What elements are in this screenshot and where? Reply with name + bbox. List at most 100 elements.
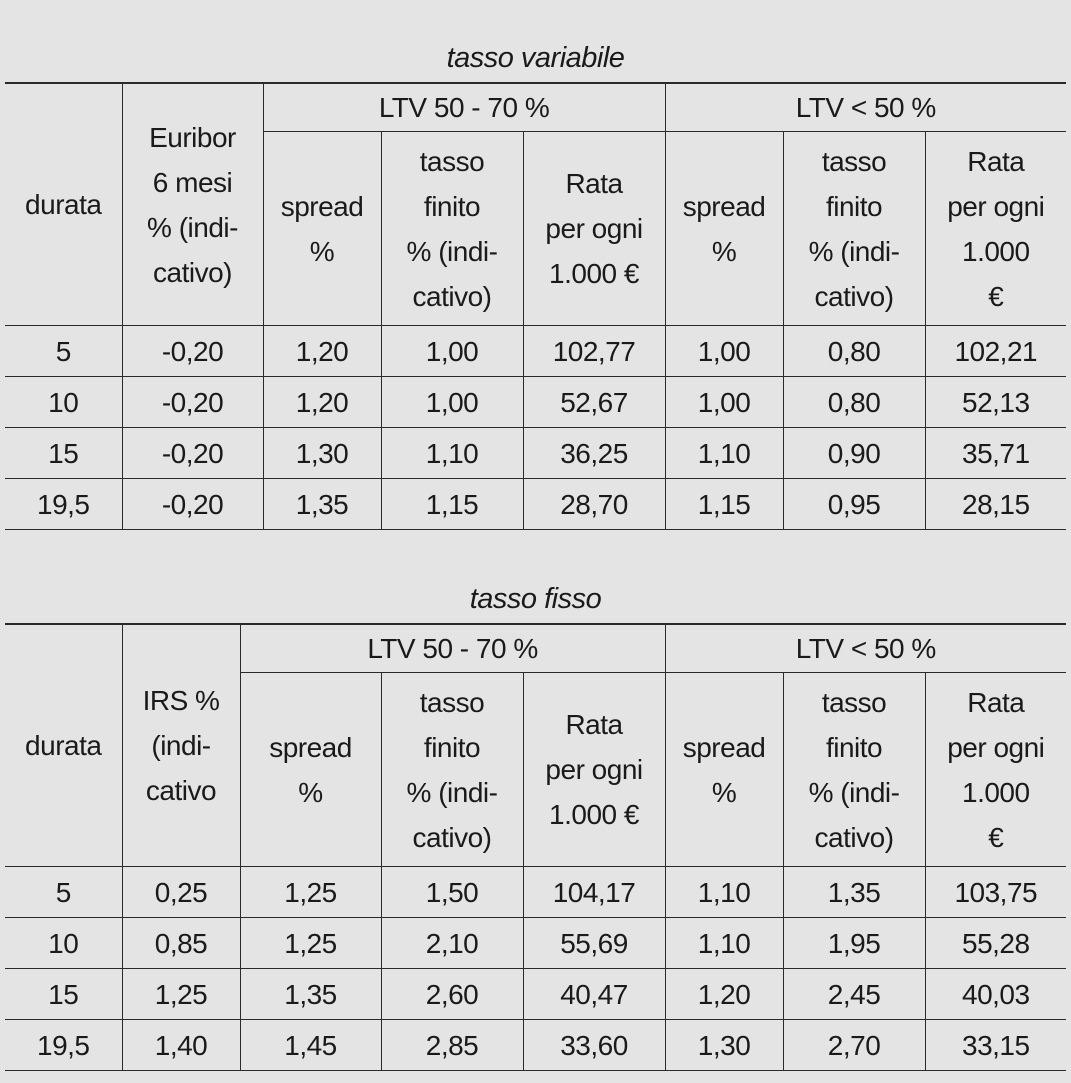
header-cell: spread %	[263, 131, 382, 326]
header-cell: spread %	[664, 131, 784, 326]
data-row: 15 -0,20 1,30 1,10 36,25 1,10 0,90 35,71	[5, 427, 1067, 479]
data-cell: -0,20	[121, 478, 264, 530]
data-cell: 1,10	[664, 917, 784, 969]
data-cell: 52,67	[522, 376, 666, 428]
data-cell: 2,10	[380, 917, 524, 969]
data-cell: 0,90	[782, 427, 926, 479]
header-cell: Euribor 6 mesi % (indi- cativo)	[121, 83, 264, 326]
header-cell: Rata per ogni 1.000 €	[522, 131, 666, 326]
data-cell: 1,35	[239, 968, 382, 1020]
data-cell: 1,95	[782, 917, 926, 969]
data-cell: 36,25	[522, 427, 666, 479]
data-cell: 1,00	[380, 325, 524, 377]
data-cell: 1,25	[121, 968, 241, 1020]
data-cell: 1,25	[239, 917, 382, 969]
data-cell: 0,85	[121, 917, 241, 969]
data-cell: 5	[5, 325, 123, 377]
table-body: durata IRS % (indi- cativo LTV 50 - 70 % LT…	[5, 624, 1067, 1071]
data-cell: 33,15	[924, 1019, 1067, 1071]
group-header-cell: LTV 50 - 70 %	[262, 83, 666, 132]
data-cell: 0,80	[782, 325, 926, 377]
data-cell: 15	[5, 427, 123, 479]
data-cell: 1,45	[239, 1019, 382, 1071]
data-cell: 1,30	[664, 1019, 784, 1071]
data-cell: 2,70	[782, 1019, 926, 1071]
header-cell: IRS % (indi- cativo	[121, 624, 241, 867]
header-cell: tasso finito % (indi- cativo)	[380, 131, 524, 326]
data-cell: 1,00	[380, 376, 524, 428]
data-row: 10 -0,20 1,20 1,00 52,67 1,00 0,80 52,13	[5, 376, 1067, 428]
header-cell: durata	[5, 83, 123, 326]
data-cell: 1,00	[664, 325, 784, 377]
table-title: tasso variabile	[446, 42, 625, 74]
data-cell: 19,5	[5, 1019, 123, 1071]
data-cell: 1,50	[380, 866, 524, 918]
data-cell: 40,47	[522, 968, 666, 1020]
data-cell: 1,15	[664, 478, 784, 530]
data-cell: 102,77	[522, 325, 666, 377]
group-header-row: durata IRS % (indi- cativo LTV 50 - 70 % LT…	[5, 624, 1067, 867]
data-cell: 1,10	[664, 427, 784, 479]
data-cell: -0,20	[121, 427, 264, 479]
data-cell: 5	[5, 866, 123, 918]
data-row: 10 0,85 1,25 2,10 55,69 1,10 1,95 55,28	[5, 917, 1067, 969]
group-header-cell: LTV < 50 %	[664, 624, 1067, 673]
data-row: 19,5 1,40 1,45 2,85 33,60 1,30 2,70 33,15	[5, 1019, 1067, 1071]
header-cell: spread %	[664, 672, 784, 867]
data-cell: 103,75	[924, 866, 1067, 918]
data-cell: 10	[5, 376, 123, 428]
data-cell: 1,25	[239, 866, 382, 918]
table-title: tasso fisso	[469, 583, 602, 615]
data-cell: 28,70	[522, 478, 666, 530]
data-cell: 10	[5, 917, 123, 969]
data-cell: 1,20	[262, 376, 382, 428]
data-cell: 33,60	[522, 1019, 666, 1071]
table-block: tasso fisso durata IRS % (indi- cativo LTV …	[5, 576, 1067, 1071]
header-cell: tasso finito % (indi- cativo)	[782, 672, 926, 867]
data-cell: -0,20	[121, 325, 264, 377]
table-block: tasso variabile durata Euribor 6 mesi % (i…	[5, 35, 1067, 530]
data-cell: 55,69	[522, 917, 666, 969]
header-row: spread % tasso finito % (indi- cativo) Rat…	[5, 131, 1067, 326]
data-cell: 35,71	[924, 427, 1067, 479]
data-cell: 55,28	[924, 917, 1067, 969]
rate-table: durata Euribor 6 mesi % (indi- cativo) LTV…	[5, 82, 1067, 530]
group-header-cell: LTV 50 - 70 %	[239, 624, 666, 673]
table-body: durata Euribor 6 mesi % (indi- cativo) LTV…	[5, 83, 1067, 530]
data-cell: 15	[5, 968, 123, 1020]
data-cell: 2,45	[782, 968, 926, 1020]
data-cell: -0,20	[121, 376, 264, 428]
data-cell: 1,35	[262, 478, 382, 530]
data-row: 5 0,25 1,25 1,50 104,17 1,10 1,35 103,75	[5, 866, 1067, 918]
data-cell: 1,40	[121, 1019, 241, 1071]
rate-table: durata IRS % (indi- cativo LTV 50 - 70 % LT…	[5, 623, 1067, 1071]
data-cell: 2,85	[380, 1019, 524, 1071]
data-cell: 1,20	[664, 968, 784, 1020]
header-cell: Rata per ogni 1.000 €	[924, 672, 1067, 867]
header-row: spread % tasso finito % (indi- cativo) Rat…	[5, 672, 1067, 867]
data-cell: 2,60	[380, 968, 524, 1020]
header-cell: durata	[5, 624, 123, 867]
data-cell: 0,80	[782, 376, 926, 428]
data-cell: 1,00	[664, 376, 784, 428]
data-cell: 102,21	[924, 325, 1067, 377]
header-cell: tasso finito % (indi- cativo)	[782, 131, 926, 326]
data-cell: 1,35	[782, 866, 926, 918]
data-row: 19,5 -0,20 1,35 1,15 28,70 1,15 0,95 28,15	[5, 478, 1067, 530]
data-cell: 52,13	[924, 376, 1067, 428]
data-cell: 1,15	[380, 478, 524, 530]
data-cell: 19,5	[5, 478, 123, 530]
data-cell: 1,10	[664, 866, 784, 918]
data-cell: 0,25	[121, 866, 241, 918]
data-row: 5 -0,20 1,20 1,00 102,77 1,00 0,80 102,21	[5, 325, 1067, 377]
data-cell: 40,03	[924, 968, 1067, 1020]
group-header-cell: LTV < 50 %	[664, 83, 1067, 132]
header-cell: tasso finito % (indi- cativo)	[380, 672, 524, 867]
header-cell: spread %	[240, 672, 382, 867]
data-cell: 1,20	[262, 325, 382, 377]
data-cell: 1,30	[262, 427, 382, 479]
header-cell: Rata per ogni 1.000 €	[522, 672, 666, 867]
data-cell: 0,95	[782, 478, 926, 530]
data-cell: 1,10	[380, 427, 524, 479]
